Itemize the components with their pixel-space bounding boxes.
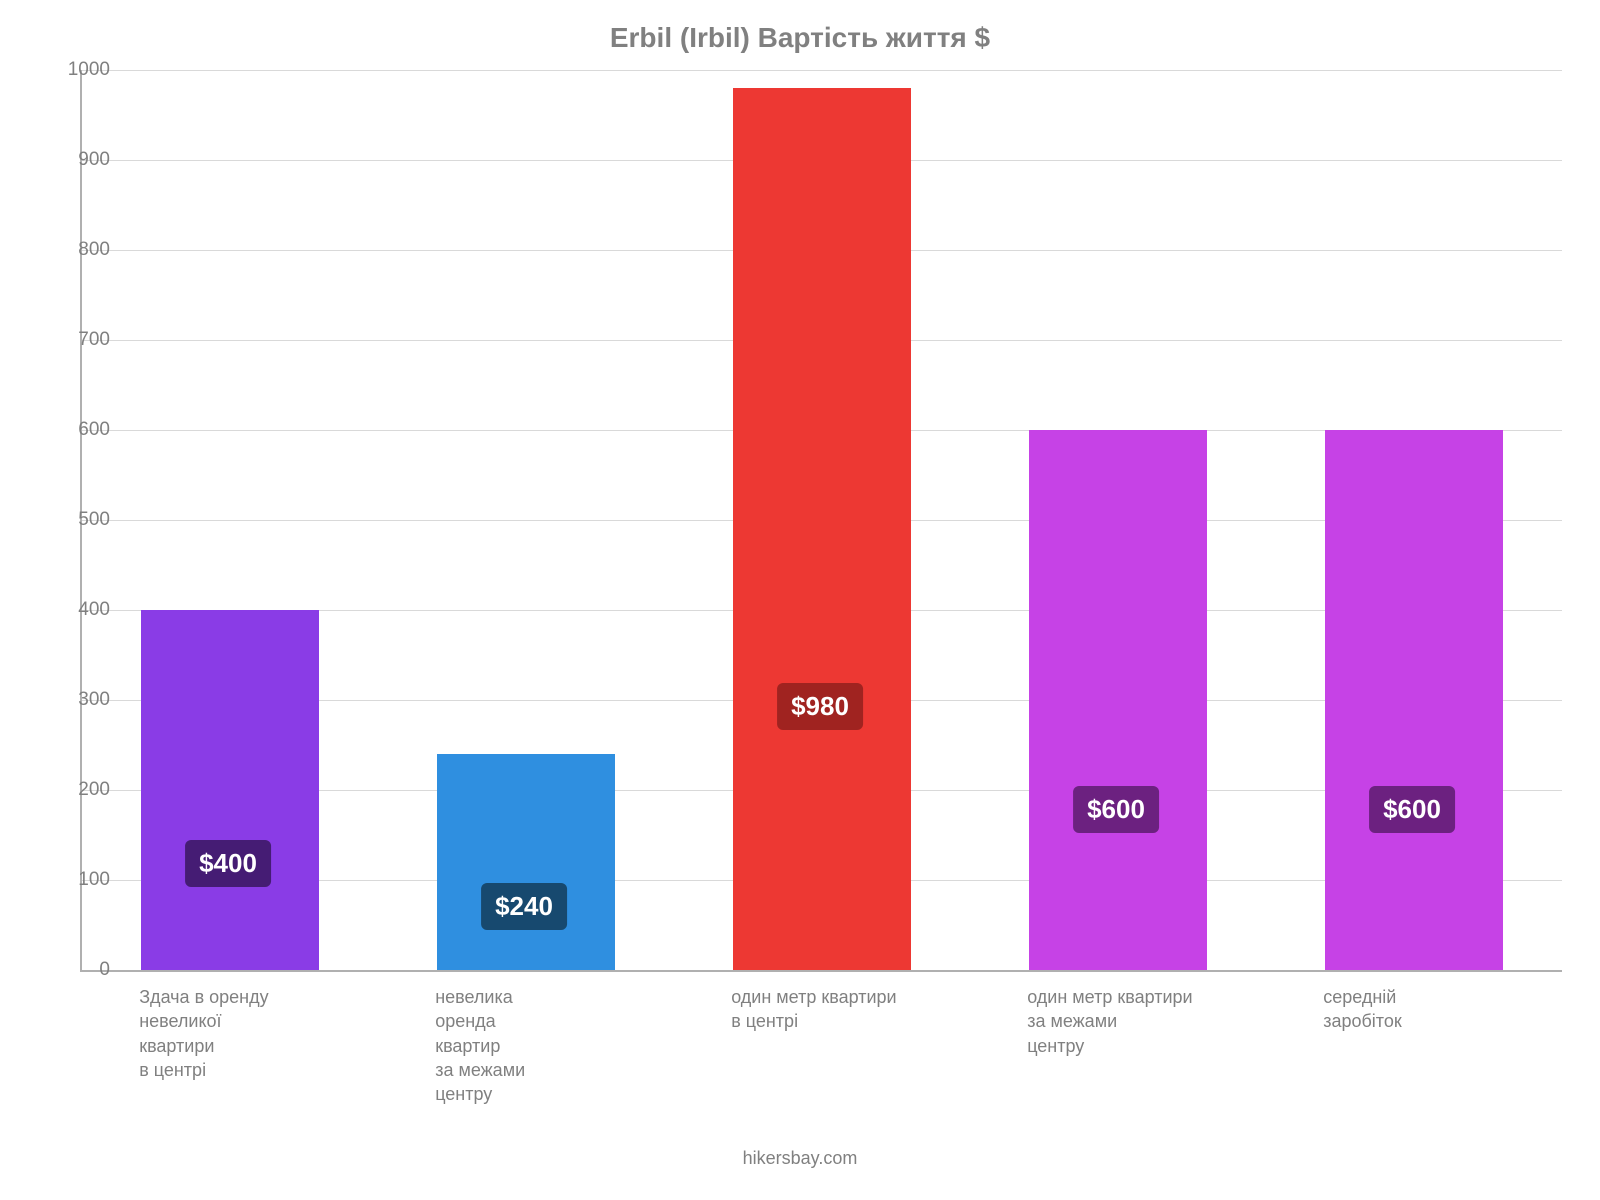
y-tick-label: 100	[78, 869, 110, 891]
y-tick-label: 500	[78, 509, 110, 531]
cost-of-living-chart: Erbil (Irbil) Вартість життя $ hikersbay…	[0, 0, 1600, 1200]
bar	[1029, 430, 1207, 970]
bar	[437, 754, 615, 970]
y-tick-label: 300	[78, 689, 110, 711]
chart-footer: hikersbay.com	[0, 1148, 1600, 1169]
bar-value-badge: $240	[481, 883, 567, 930]
y-tick-label: 800	[78, 239, 110, 261]
grid-line	[82, 70, 1562, 71]
y-tick-label: 600	[78, 419, 110, 441]
y-tick-label: 1000	[68, 59, 110, 81]
x-category-label: Здача в орендуневеликоїквартирив центрі	[139, 985, 317, 1082]
plot-area	[80, 70, 1562, 972]
x-category-label: один метр квартириза межамицентру	[1027, 985, 1205, 1058]
chart-title: Erbil (Irbil) Вартість життя $	[0, 22, 1600, 54]
y-tick-label: 0	[99, 959, 110, 981]
y-tick-label: 700	[78, 329, 110, 351]
bar	[141, 610, 319, 970]
bar	[733, 88, 911, 970]
bar-value-badge: $600	[1369, 786, 1455, 833]
bar	[1325, 430, 1503, 970]
y-tick-label: 400	[78, 599, 110, 621]
bar-value-badge: $600	[1073, 786, 1159, 833]
x-category-label: невеликаорендаквартирза межамицентру	[435, 985, 613, 1106]
bar-value-badge: $400	[185, 840, 271, 887]
x-category-label: один метр квартирив центрі	[731, 985, 909, 1034]
y-tick-label: 900	[78, 149, 110, 171]
x-category-label: середнійзаробіток	[1323, 985, 1501, 1034]
y-tick-label: 200	[78, 779, 110, 801]
bar-value-badge: $980	[777, 683, 863, 730]
